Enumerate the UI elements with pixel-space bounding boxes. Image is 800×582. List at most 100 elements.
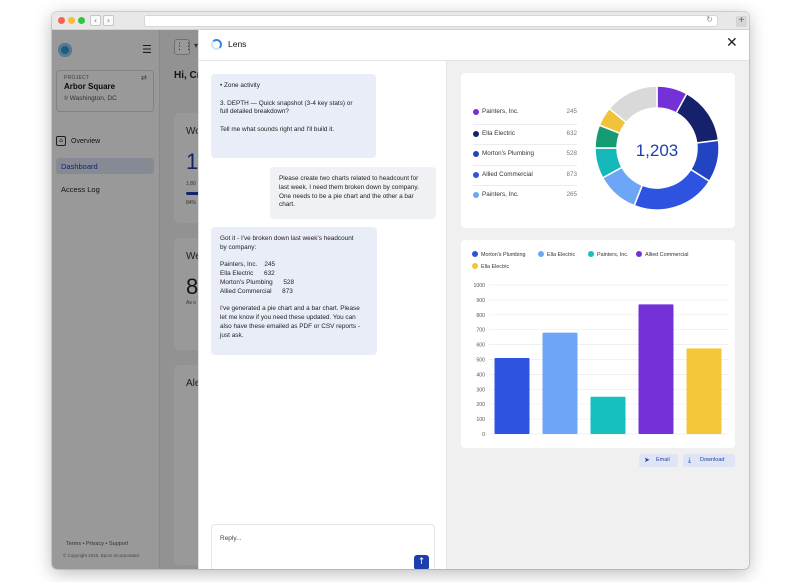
legend-label: Allied Commercial (645, 252, 688, 258)
sidebar-item-label: Access Log (61, 185, 100, 194)
pie-legend: Painters, Inc. 245 Ella Electric 632 Morton'… (473, 103, 577, 206)
donut-slice (608, 85, 658, 124)
legend-dot (473, 171, 479, 178)
y-tick-label: 400 (476, 372, 485, 378)
address-bar[interactable]: ↻ (144, 15, 718, 27)
project-location-text: Washington, DC (69, 95, 117, 102)
legend-value: 245 (566, 108, 577, 115)
app-logo (58, 43, 72, 57)
bar (638, 304, 674, 434)
chevron-down-icon[interactable]: ▾ (194, 41, 199, 50)
lens-spinner-icon (211, 39, 222, 50)
legend-dot (588, 251, 594, 257)
message-line: just ask. (220, 331, 244, 339)
sidebar-item-dashboard[interactable]: Dashboard (56, 158, 154, 174)
card-title: Wo (186, 126, 201, 137)
card-small-text: As o (186, 300, 197, 306)
bar-chart: Morton's Plumbing Ella Electric Painters, … (472, 251, 729, 438)
legend-name: Allied Commercial (482, 170, 533, 178)
close-icon[interactable]: ✕ (726, 35, 738, 51)
back-button[interactable]: ‹ (90, 15, 101, 26)
legend-value: 873 (566, 170, 577, 178)
send-button[interactable]: ↑ (414, 555, 429, 569)
message-line: also have these emailed as PDF or CSV re… (220, 322, 360, 330)
copyright-text: © Copyright 2025, Epros Incorporated (63, 553, 139, 558)
apps-grid-icon[interactable]: ⋮⋮ (174, 39, 193, 55)
card-small-value: 1,80 (186, 181, 196, 187)
project-label: PROJECT (64, 75, 90, 81)
legend-dot (636, 251, 642, 257)
reply-input[interactable]: Reply... ↑ (211, 524, 435, 569)
assistant-message: • Zone activity 3. DEPTH — Quick snapsho… (211, 74, 376, 158)
card-value: 8 (186, 274, 199, 299)
home-icon: ⌂ (56, 136, 66, 146)
lens-modal: Lens ✕ • Zone activity 3. DEPTH — Quick … (198, 30, 749, 569)
message-line: Morton's Plumbing 528 (220, 278, 295, 286)
pie-legend-row: Painters, Inc. 245 (473, 103, 577, 124)
y-tick-label: 200 (476, 402, 485, 408)
close-window-button[interactable] (58, 17, 65, 24)
y-tick-label: 900 (476, 298, 485, 304)
sidebar-item-label: Dashboard (61, 162, 98, 171)
y-tick-label: 300 (476, 387, 485, 393)
sidebar: ☰ PROJECT ⇄ Arbor Square ⌾ Washington, D… (52, 30, 160, 569)
email-button[interactable]: ➤ Email (639, 454, 678, 467)
arrow-up-icon: ↑ (417, 557, 426, 567)
legend-name: Ella Electric (482, 129, 515, 137)
donut-slice (633, 168, 711, 211)
overview-label: Overview (71, 137, 101, 145)
message-line: let me know if you need these updated. Y… (220, 314, 356, 322)
chat-panel: • Zone activity 3. DEPTH — Quick snapsho… (199, 61, 447, 569)
bar-chart-card: Morton's Plumbing Ella Electric Painters, … (461, 240, 735, 448)
legend-dot (472, 251, 478, 257)
project-selector[interactable]: PROJECT ⇄ Arbor Square ⌾ Washington, DC (56, 70, 154, 112)
bar (494, 358, 530, 434)
download-button[interactable]: ⤓ Download (683, 454, 735, 467)
legend-dot (473, 109, 479, 115)
y-tick-label: 600 (476, 343, 485, 349)
browser-window: ‹ › ↻ + ☰ PROJECT ⇄ Arbor Square ⌾ Washi… (52, 12, 749, 569)
message-line: Tell me what sounds right and I'll build… (220, 125, 335, 133)
y-tick-label: 800 (476, 313, 485, 319)
project-location: ⌾ Washington, DC (64, 95, 117, 103)
download-icon: ⤓ (688, 456, 692, 464)
message-line: 3. DEPTH — Quick snapshot (3-4 key stats… (220, 99, 353, 107)
menu-icon[interactable]: ☰ (142, 43, 152, 56)
legend-name: Morton's Plumbing (482, 150, 534, 157)
y-tick-label: 500 (476, 358, 485, 364)
pie-legend-row: Allied Commercial 873 (473, 164, 577, 186)
swap-icon[interactable]: ⇄ (141, 74, 147, 82)
legend-dot (473, 151, 479, 157)
assistant-message: Got it - I've broken down last week's he… (211, 227, 377, 355)
forward-button[interactable]: › (103, 15, 114, 26)
message-line: last week. I need them broken down by co… (279, 183, 419, 191)
y-tick-label: 700 (476, 328, 485, 334)
footer-links[interactable]: Terms • Privacy • Support (66, 541, 129, 547)
legend-value: 528 (566, 150, 577, 157)
message-line: Ella Electric 632 (220, 270, 275, 278)
minimize-window-button[interactable] (68, 17, 75, 24)
sidebar-item-access-log[interactable]: Access Log (56, 181, 154, 197)
modal-title: Lens (228, 39, 247, 49)
reload-icon[interactable]: ↻ (706, 15, 713, 24)
message-line: Allied Commercial 873 (220, 287, 293, 295)
message-line: • Zone activity (220, 82, 260, 89)
maximize-window-button[interactable] (78, 17, 85, 24)
legend-dot (538, 251, 544, 257)
message-line: chart. (279, 201, 295, 209)
greeting: Hi, Cr (174, 70, 201, 81)
legend-label: Ella Electric (481, 264, 509, 270)
legend-name: Painters, Inc. (482, 191, 519, 198)
overview-link[interactable]: ⌂ Overview (56, 136, 100, 146)
donut-chart (594, 85, 720, 211)
bar (590, 396, 626, 434)
legend-dot (473, 130, 479, 137)
donut-slice (675, 92, 720, 144)
card-title: We (186, 251, 201, 262)
bar (686, 348, 722, 434)
new-tab-button[interactable]: + (736, 16, 747, 27)
card-value: 1 (186, 149, 199, 174)
legend-label: Ella Electric (547, 252, 575, 258)
message-line: full detailed breakdown? (220, 108, 289, 116)
legend-dot (472, 263, 478, 269)
